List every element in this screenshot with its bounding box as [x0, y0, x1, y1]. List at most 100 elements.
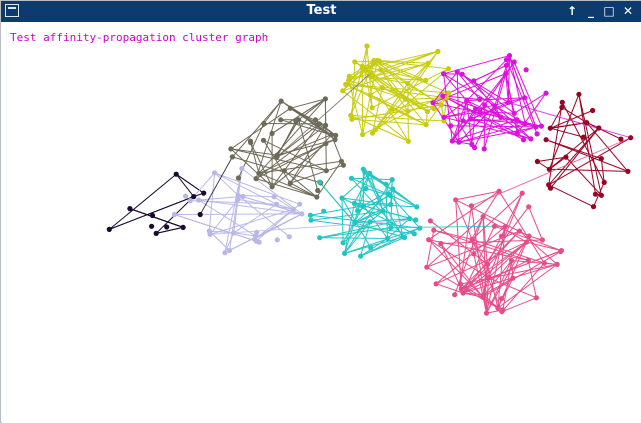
graph-node[interactable] [287, 180, 293, 186]
graph-node[interactable] [173, 171, 179, 177]
graph-node[interactable] [368, 245, 374, 251]
graph-node[interactable] [360, 203, 366, 209]
graph-node[interactable] [228, 146, 234, 152]
graph-node[interactable] [511, 59, 517, 65]
graph-node[interactable] [452, 292, 458, 298]
graph-node[interactable] [317, 179, 323, 185]
graph-node[interactable] [590, 107, 596, 114]
graph-node[interactable] [426, 237, 432, 243]
graph-node[interactable] [222, 250, 228, 256]
graph-node[interactable] [386, 191, 392, 197]
graph-node[interactable] [559, 104, 565, 110]
graph-node[interactable] [388, 225, 394, 231]
graph-node[interactable] [543, 90, 549, 96]
graph-node[interactable] [526, 233, 532, 239]
graph-node[interactable] [538, 123, 545, 129]
graph-node[interactable] [307, 212, 313, 218]
graph-node[interactable] [448, 123, 454, 129]
graph-node[interactable] [424, 108, 430, 115]
graph-node[interactable] [417, 225, 423, 231]
graph-node[interactable] [149, 212, 156, 219]
graph-node[interactable] [260, 137, 267, 143]
graph-node[interactable] [503, 62, 509, 68]
graph-node[interactable] [278, 117, 284, 123]
graph-node[interactable] [427, 218, 433, 224]
graph-node[interactable] [547, 185, 554, 191]
graph-node[interactable] [523, 239, 530, 245]
graph-node[interactable] [468, 116, 474, 122]
graph-node[interactable] [351, 200, 357, 206]
graph-node[interactable] [278, 98, 284, 104]
graph-node[interactable] [430, 100, 436, 106]
graph-node[interactable] [598, 156, 604, 162]
graph-node[interactable] [269, 130, 275, 136]
graph-node[interactable] [464, 98, 470, 104]
graph-node[interactable] [505, 99, 511, 105]
graph-node[interactable] [323, 141, 329, 147]
graph-node[interactable] [411, 231, 417, 237]
graph-node[interactable] [384, 235, 391, 241]
graph-node[interactable] [406, 216, 413, 222]
graph-node[interactable] [547, 125, 553, 131]
graph-node[interactable] [499, 296, 505, 302]
graph-node[interactable] [369, 74, 375, 80]
graph-node[interactable] [299, 211, 305, 217]
graph-node[interactable] [171, 211, 177, 218]
graph-node[interactable] [477, 109, 483, 115]
graph-node[interactable] [293, 118, 299, 124]
graph-node[interactable] [510, 275, 516, 281]
graph-node[interactable] [453, 197, 459, 203]
graph-node[interactable] [389, 106, 395, 112]
graph-node[interactable] [197, 211, 203, 218]
graph-node[interactable] [423, 122, 429, 128]
graph-node[interactable] [253, 176, 259, 182]
graph-node[interactable] [352, 59, 358, 65]
graph-node[interactable] [342, 250, 348, 256]
graph-node[interactable] [431, 227, 437, 233]
graph-node[interactable] [471, 78, 477, 84]
graph-node[interactable] [196, 197, 202, 203]
graph-node[interactable] [240, 193, 246, 199]
graph-node[interactable] [388, 201, 394, 208]
graph-node[interactable] [286, 234, 292, 240]
graph-node[interactable] [235, 196, 241, 202]
graph-node[interactable] [183, 193, 189, 199]
graph-node[interactable] [297, 201, 303, 207]
graph-node[interactable] [315, 187, 321, 194]
graph-node[interactable] [235, 175, 241, 181]
graph-node[interactable] [481, 146, 487, 152]
graph-node[interactable] [534, 158, 541, 165]
graph-node[interactable] [191, 194, 197, 200]
graph-node[interactable] [480, 214, 486, 220]
graph-node[interactable] [414, 204, 420, 210]
graph-node[interactable] [491, 223, 497, 229]
graph-node[interactable] [592, 191, 599, 197]
graph-node[interactable] [274, 152, 280, 158]
graph-node[interactable] [352, 220, 358, 226]
graph-node[interactable] [520, 137, 527, 143]
graph-node[interactable] [374, 57, 380, 64]
graph-node[interactable] [343, 81, 349, 87]
graph-node[interactable] [290, 206, 296, 212]
graph-node[interactable] [383, 181, 389, 187]
graph-node[interactable] [528, 136, 534, 142]
graph-node[interactable] [149, 223, 155, 229]
graph-node[interactable] [506, 53, 513, 59]
graph-node[interactable] [413, 217, 419, 223]
graph-node[interactable] [332, 137, 338, 143]
graph-node[interactable] [576, 91, 582, 97]
graph-node[interactable] [584, 120, 590, 126]
graph-node[interactable] [333, 132, 339, 138]
graph-node[interactable] [367, 92, 373, 98]
graph-node[interactable] [481, 292, 487, 298]
graph-node[interactable] [625, 168, 631, 174]
graph-node[interactable] [212, 170, 218, 176]
graph-node[interactable] [371, 60, 377, 66]
system-menu-icon[interactable] [5, 4, 19, 17]
graph-node[interactable] [323, 122, 329, 128]
graph-node[interactable] [539, 237, 546, 243]
graph-node[interactable] [368, 70, 374, 76]
graph-node[interactable] [405, 80, 411, 86]
graph-node[interactable] [360, 166, 366, 172]
graph-node[interactable] [438, 102, 444, 108]
